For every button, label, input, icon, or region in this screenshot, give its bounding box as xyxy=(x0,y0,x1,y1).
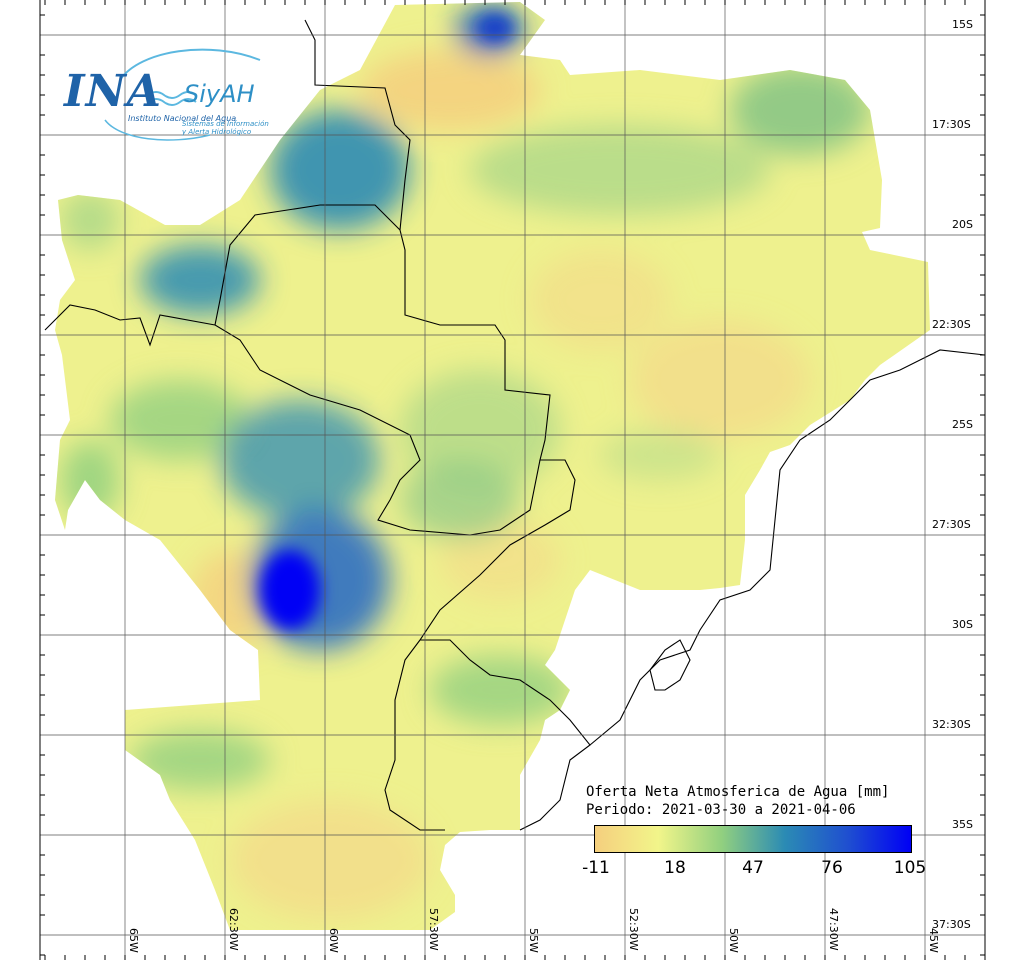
lat-label: 30S xyxy=(952,618,973,631)
lon-label: 52:30W xyxy=(627,908,640,951)
legend-title: Oferta Neta Atmosferica de Agua [mm] xyxy=(586,784,890,800)
lon-label: 47:30W xyxy=(827,908,840,951)
lat-label: 17:30S xyxy=(932,118,971,131)
lat-label: 27:30S xyxy=(932,518,971,531)
lon-label: 65W xyxy=(127,928,140,953)
lat-label: 20S xyxy=(952,218,973,231)
colorbar-tick: -11 xyxy=(582,858,610,878)
colorbar-tick: 76 xyxy=(821,858,843,878)
logo-system-line2: y Alerta Hidrológico xyxy=(182,128,252,136)
lon-label: 62:30W xyxy=(227,908,240,951)
lat-label: 35S xyxy=(952,818,973,831)
lon-label: 57:30W xyxy=(427,908,440,951)
lat-label: 32:30S xyxy=(932,718,971,731)
lat-label: 15S xyxy=(952,18,973,31)
lon-label: 50W xyxy=(727,928,740,953)
logo-ina-text: INA xyxy=(64,66,162,117)
lon-label: 45W xyxy=(927,928,940,953)
logo-swoosh-icon xyxy=(104,48,261,141)
logo-siyah-text: SiyAH xyxy=(184,80,255,108)
lat-label: 37:30S xyxy=(932,918,971,931)
logo-system: Sistemas de Información y Alerta Hidroló… xyxy=(182,120,292,136)
logo-system-line1: Sistemas de Información xyxy=(182,120,269,128)
colorbar-tick: 18 xyxy=(664,858,686,878)
colorbar-tick: 47 xyxy=(742,858,764,878)
ina-siyah-logo: INA SiyAH Instituto Nacional del Agua Si… xyxy=(60,40,290,150)
logo-institution: Instituto Nacional del Agua xyxy=(128,114,237,123)
legend-period: Periodo: 2021-03-30 a 2021-04-06 xyxy=(586,802,856,818)
lon-label: 60W xyxy=(327,928,340,953)
lon-label: 55W xyxy=(527,928,540,953)
colorbar xyxy=(594,825,912,853)
colorbar-tick: 105 xyxy=(893,858,927,878)
lat-label: 25S xyxy=(952,418,973,431)
lat-label: 22:30S xyxy=(932,318,971,331)
